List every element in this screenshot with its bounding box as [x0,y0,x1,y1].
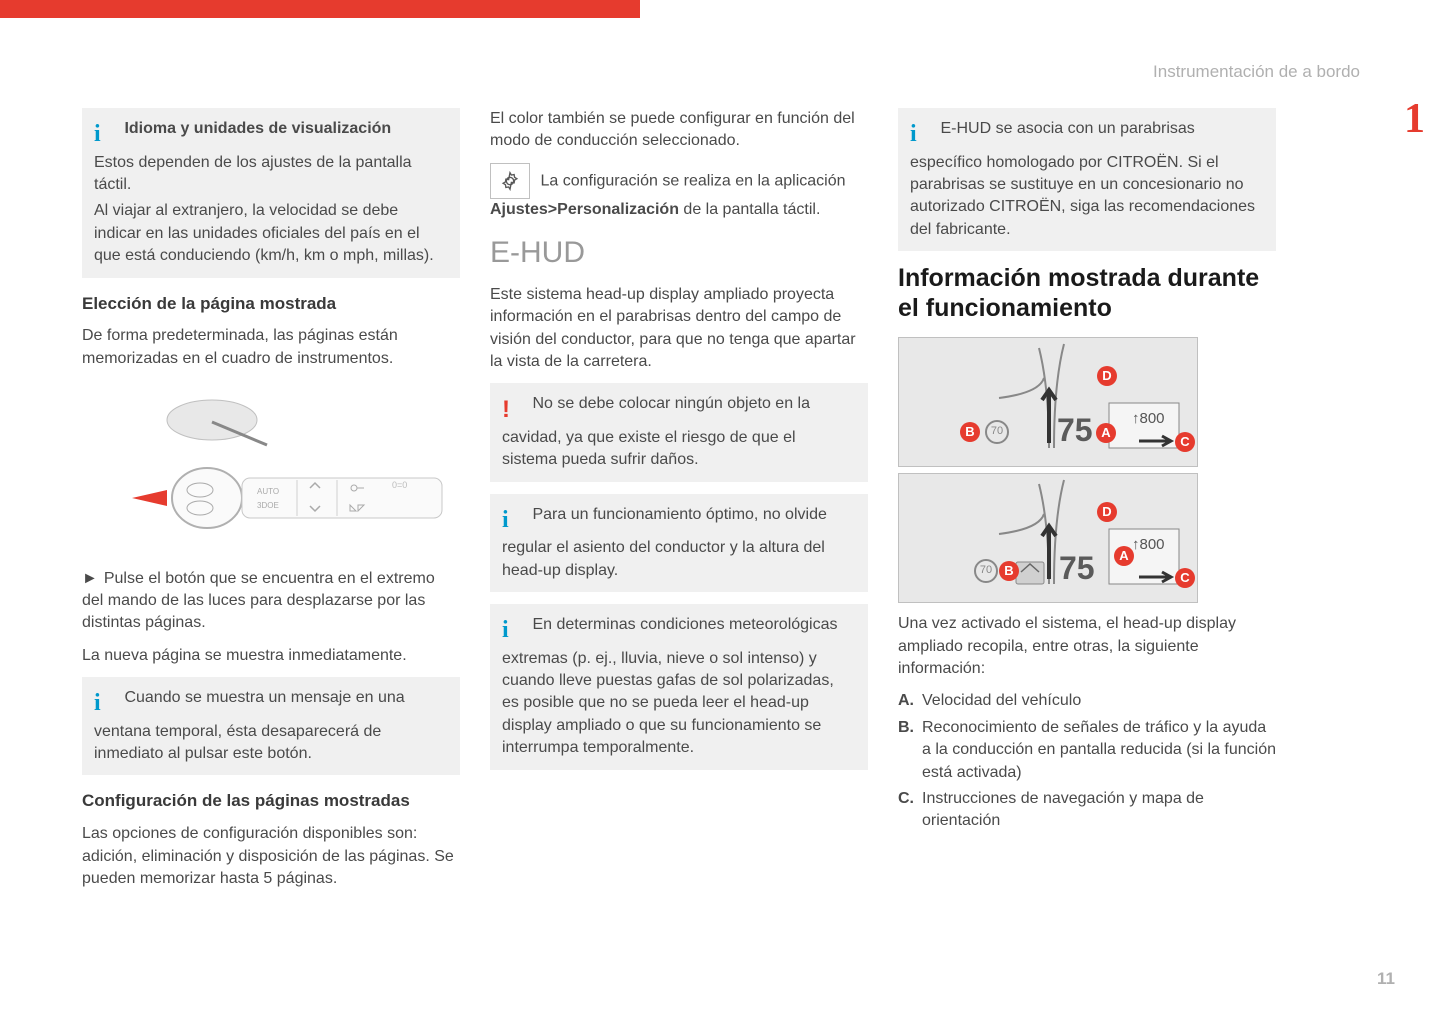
info-text: Cuando se muestra un mensaje en una vent… [94,689,405,762]
info-text: En determinas condiciones meteorológicas… [502,616,838,756]
info-text: E-HUD se asocia con un parabrisas especí… [910,120,1255,238]
heading-info-shown: Información mostrada durante el funciona… [898,263,1276,323]
hud-sign: 70 [985,420,1009,444]
hud-speed: 75 [1057,408,1093,453]
page-number: 11 [1377,969,1395,989]
list-text: Velocidad del vehículo [922,690,1081,712]
gear-text-2: de la pantalla táctil. [679,201,820,218]
column-2: El color también se puede configurar en … [490,108,868,900]
heading-ehud: E-HUD [490,232,868,274]
svg-text:3DOE: 3DOE [257,501,279,510]
info-icon: i [94,687,118,721]
header-section: Instrumentación de a bordo [1153,62,1360,82]
content-columns: i Idioma y unidades de visualización Est… [82,108,1276,900]
hud-diagram-1: 75 ↑800 70 B A C D [898,337,1198,467]
paragraph: De forma predeterminada, las páginas est… [82,325,460,370]
info-box-seat: i Para un funcionamiento óptimo, no olvi… [490,494,868,592]
column-1: i Idioma y unidades de visualización Est… [82,108,460,900]
hud-distance: ↑800 [1132,534,1165,555]
bullet-triangle: ► [82,568,98,590]
warning-text: No se debe colocar ningún objeto en la c… [502,395,810,468]
paragraph: Una vez activado el sistema, el head-up … [898,613,1276,680]
list-text: Reconocimiento de señales de tráfico y l… [922,717,1276,784]
list-text: Instrucciones de navegación y mapa de or… [922,788,1276,833]
chapter-number: 1 [1404,95,1425,143]
gear-bold: Ajustes>Personalización [490,201,679,218]
list-item-b: B. Reconocimiento de señales de tráfico … [898,717,1276,784]
warning-box: ! No se debe colocar ningún objeto en la… [490,383,868,481]
info-box-weather: i En determinas condiciones meteorológic… [490,604,868,770]
paragraph-text: Pulse el botón que se encuentra en el ex… [82,570,435,632]
list-label: A. [898,690,922,712]
paragraph: El color también se puede configurar en … [490,108,868,153]
list-item-a: A. Velocidad del vehículo [898,690,1276,712]
info-box-temporal: i Cuando se muestra un mensaje en una ve… [82,677,460,775]
heading-config: Configuración de las páginas mostradas [82,789,460,813]
info-box-language: i Idioma y unidades de visualización Est… [82,108,460,278]
hud-diagram-2: 75 ↑800 70 B A C D [898,473,1198,603]
gear-icon [490,163,530,200]
info-box-windshield: i E-HUD se asocia con un parabrisas espe… [898,108,1276,251]
hud-sign: 70 [974,559,998,583]
heading-page-select: Elección de la página mostrada [82,292,460,316]
info-text-2: Al viajar al extranjero, la velocidad se… [94,200,446,267]
paragraph: Las opciones de configuración disponible… [82,823,460,890]
hud-distance: ↑800 [1132,408,1165,429]
info-icon: i [910,118,934,152]
info-text: Para un funcionamiento óptimo, no olvide… [502,506,827,579]
info-text: Estos dependen de los ajustes de la pant… [94,154,412,193]
column-3: i E-HUD se asocia con un parabrisas espe… [898,108,1276,900]
gear-text-1: La configuración se realiza en la aplica… [540,172,845,189]
paragraph: Este sistema head-up display ampliado pr… [490,284,868,374]
info-icon: i [502,614,526,648]
info-title: Idioma y unidades de visualización [124,120,391,137]
stalk-illustration: AUTO 3DOE 0=0 [82,390,460,550]
paragraph: ►Pulse el botón que se encuentra en el e… [82,568,460,635]
top-accent-bar [0,0,640,18]
info-icon: i [94,118,118,152]
gear-paragraph: La configuración se realiza en la aplica… [490,163,868,222]
svg-text:0=0: 0=0 [392,480,407,490]
warning-icon: ! [502,393,526,427]
list-item-c: C. Instrucciones de navegación y mapa de… [898,788,1276,833]
list-label: C. [898,788,922,833]
paragraph: La nueva página se muestra inmediatament… [82,645,460,667]
info-icon: i [502,504,526,538]
hud-speed: 75 [1059,546,1095,591]
svg-text:AUTO: AUTO [257,487,279,496]
list-label: B. [898,717,922,784]
